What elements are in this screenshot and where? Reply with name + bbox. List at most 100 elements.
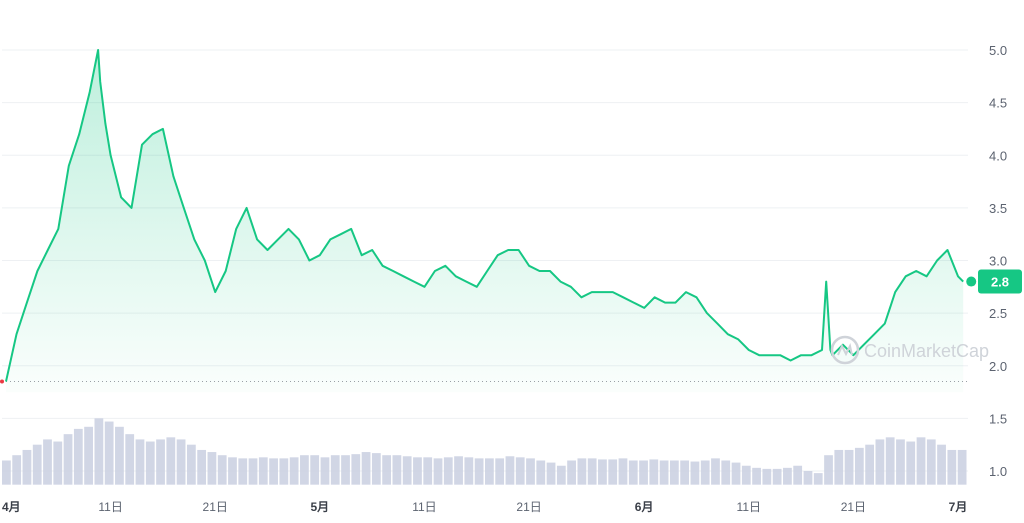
x-tick-label: 4月 (2, 500, 21, 514)
volume-bar (700, 460, 710, 485)
y-tick-label: 4.0 (989, 148, 1007, 163)
volume-bar (84, 426, 93, 485)
volume-bar (269, 458, 278, 485)
y-tick-label: 1.5 (989, 411, 1007, 426)
volume-bar (341, 455, 350, 485)
volume-bar (330, 455, 340, 485)
volume-bar (320, 457, 330, 485)
volume-bar (618, 458, 628, 485)
y-tick-label: 3.0 (989, 254, 1007, 269)
volume-bar (258, 457, 268, 485)
volume-bar (217, 455, 227, 485)
volume-bar (228, 457, 237, 485)
volume-bar (567, 460, 576, 485)
volume-bar (649, 459, 659, 485)
x-tick-label: 5月 (311, 500, 330, 514)
volume-bar (289, 457, 299, 485)
volume-bar (176, 439, 186, 485)
x-tick-label: 21日 (203, 500, 228, 514)
volume-bar (73, 428, 83, 485)
y-tick-label: 2.0 (989, 359, 1007, 374)
volume-bar (166, 437, 176, 485)
volume-bar (279, 458, 289, 485)
price-area-fill (6, 50, 964, 393)
volume-bar (793, 465, 803, 485)
y-tick-label: 4.5 (989, 96, 1007, 111)
coinmarketcap-logo-icon (830, 335, 860, 365)
price-line (5, 49, 964, 382)
volume-bar (361, 452, 371, 485)
x-tick-label: 11日 (737, 500, 761, 514)
volume-bar (423, 457, 433, 485)
volume-bar (2, 460, 11, 485)
volume-bar (22, 449, 32, 485)
volume-bar (207, 452, 217, 485)
x-axis: 4月 11日 21日 5月 11日 21日 6月 11日 21日 7月 (2, 500, 967, 514)
volume-bar (659, 460, 669, 485)
volume-bar (485, 458, 494, 485)
volume-bar (186, 444, 196, 485)
volume-bar (536, 460, 546, 485)
x-tick-label: 11日 (412, 500, 436, 514)
volume-bar (12, 455, 22, 485)
watermark-text: CoinMarketCap (864, 341, 989, 361)
volume-bar (515, 457, 525, 485)
volume-bar (413, 457, 422, 485)
volume-bar (125, 434, 135, 485)
volume-bar (639, 460, 648, 485)
volume-bar (669, 460, 679, 485)
volume-bar (115, 426, 124, 485)
volume-bar (608, 459, 618, 485)
volume-bar (731, 462, 741, 485)
volume-bar (43, 439, 52, 485)
volume-bar (628, 460, 638, 485)
volume-bar (916, 437, 926, 485)
volume-bar (300, 455, 309, 485)
volume-bar (875, 439, 885, 485)
y-tick-label: 2.5 (989, 306, 1007, 321)
volume-bar (824, 455, 833, 485)
volume-bar (392, 455, 402, 485)
x-tick-label: 6月 (635, 500, 654, 514)
x-tick-label: 7月 (949, 500, 968, 514)
y-tick-label: 5.0 (989, 43, 1007, 58)
volume-bar (957, 449, 967, 485)
value-badge-bg (978, 269, 1022, 294)
volume-bar (402, 456, 412, 485)
volume-bar (783, 467, 792, 485)
volume-bar (947, 449, 957, 485)
volume-bar (844, 449, 854, 485)
volume-bar (772, 468, 782, 485)
start-marker (0, 379, 4, 384)
y-axis: 1.0 1.5 2.0 2.5 3.0 3.5 4.0 4.5 5.0 (989, 43, 1007, 479)
volume-bar (248, 458, 258, 485)
volume-bar (382, 455, 392, 485)
volume-bar (104, 421, 114, 485)
start-baseline (0, 379, 968, 384)
volume-bar (854, 447, 864, 485)
volume-bar (145, 441, 155, 485)
watermark: CoinMarketCap (830, 335, 989, 365)
volume-bar (885, 437, 895, 485)
volume-bar (690, 461, 700, 485)
volume-bar (721, 460, 731, 485)
current-value-badge: 2.8 (966, 269, 1022, 294)
volume-bar (433, 458, 443, 485)
price-series-line (5, 49, 964, 382)
volume-bar (474, 458, 484, 485)
volume-bar (762, 468, 772, 485)
volume-bar (156, 439, 165, 485)
volume-bar (598, 459, 607, 485)
volume-bar (813, 473, 823, 485)
end-point-marker (966, 276, 977, 287)
volume-bar (556, 465, 566, 485)
y-tick-label: 1.0 (989, 464, 1007, 479)
volume-bar (454, 456, 463, 485)
volume-bar (505, 456, 515, 485)
x-tick-label: 21日 (841, 500, 866, 514)
volume-bar (464, 457, 474, 485)
volume-bar (443, 457, 453, 485)
volume-bar (803, 471, 813, 485)
volume-bar (53, 441, 63, 485)
